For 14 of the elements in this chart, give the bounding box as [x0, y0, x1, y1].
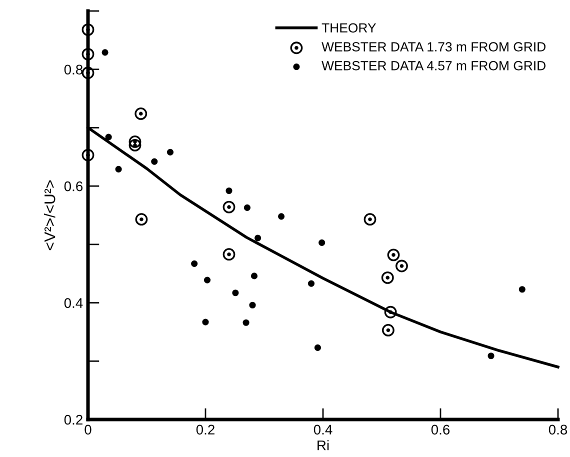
- x-axis-title: Ri: [318, 440, 329, 450]
- y-tick-label: 0.4: [64, 298, 83, 308]
- x-tick-label: 0: [84, 424, 92, 435]
- x-tick-label: 0.6: [431, 424, 450, 435]
- x-tick-label: 0.8: [548, 424, 568, 435]
- y-tick-label: 0.8: [64, 64, 83, 75]
- legend-label: THEORY: [322, 23, 376, 33]
- y-axis-title: <V²>/<U²>: [44, 180, 56, 250]
- y-tick-label: 0.2: [64, 414, 82, 425]
- x-tick-label: 0.4: [314, 424, 332, 435]
- y-tick-label: 0.6: [64, 181, 83, 192]
- x-tick-label: 0.2: [196, 424, 214, 435]
- legend-label: WEBSTER DATA 1.73 m FROM GRID: [322, 42, 546, 52]
- legend-label: WEBSTER DATA 4.57 m FROM GRID: [322, 61, 546, 70]
